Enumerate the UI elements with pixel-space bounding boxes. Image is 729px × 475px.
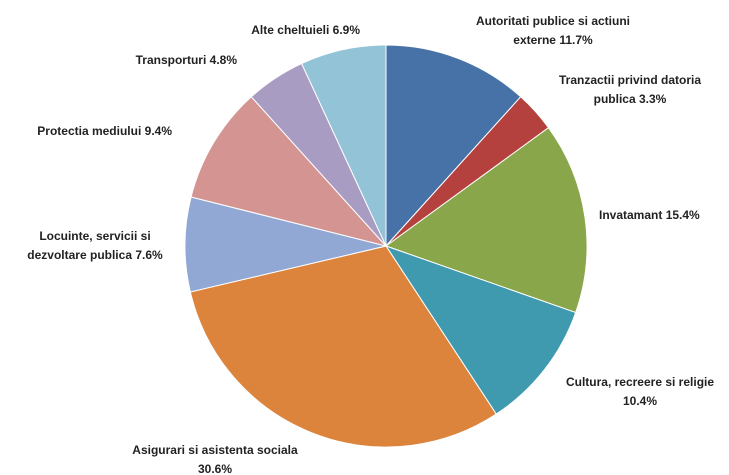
value-label: 30.6% bbox=[197, 462, 233, 475]
pie-slice bbox=[190, 96, 388, 247]
pie-slice bbox=[384, 127, 588, 314]
pie-slice bbox=[384, 245, 577, 415]
category-name: Tranzactii privind datoria publica bbox=[558, 73, 702, 106]
value-label: 15.4% bbox=[665, 208, 700, 222]
value-label: 6.9% bbox=[332, 23, 360, 37]
category-name: Alte cheltuieli bbox=[251, 23, 330, 37]
value-label: 9.4% bbox=[144, 124, 172, 138]
value-label: 11.7% bbox=[559, 33, 593, 47]
slice-label: Cultura, recreere si religie 10.4% bbox=[540, 373, 729, 411]
slice-label: Invatamant 15.4% bbox=[599, 206, 729, 225]
category-name: Transporturi bbox=[135, 53, 207, 67]
slice-label: Transporturi 4.8% bbox=[100, 51, 237, 70]
pie-slice bbox=[189, 245, 497, 448]
value-label: 7.6% bbox=[135, 248, 163, 262]
category-name: Invatamant bbox=[599, 208, 663, 222]
slice-label: Tranzactii privind datoria publica 3.3% bbox=[540, 71, 720, 109]
value-label: 3.3% bbox=[639, 92, 667, 106]
slice-label: Asigurari si asistenta sociala 30.6% bbox=[105, 441, 325, 475]
slice-label: Protectia mediului 9.4% bbox=[0, 122, 172, 141]
slice-label: Alte cheltuieli 6.9% bbox=[200, 21, 360, 40]
category-name: Locuinte, servicii si dezvoltare publica bbox=[27, 229, 151, 262]
category-name: Autoritati publice si actiuni externe bbox=[475, 14, 630, 47]
category-name: Asigurari si asistenta sociala bbox=[132, 443, 298, 457]
value-label: 4.8% bbox=[209, 53, 237, 67]
pie-slice bbox=[385, 44, 522, 248]
slice-label: Autoritati publice si actiuni externe 11.… bbox=[453, 12, 653, 50]
pie-slice bbox=[184, 196, 387, 293]
category-name: Protectia mediului bbox=[37, 124, 142, 138]
pie-slice bbox=[300, 44, 387, 247]
category-name: Cultura, recreere si religie bbox=[565, 375, 715, 389]
value-label: 10.4% bbox=[622, 394, 658, 408]
slice-label: Locuinte, servicii si dezvoltare publica … bbox=[0, 227, 190, 265]
